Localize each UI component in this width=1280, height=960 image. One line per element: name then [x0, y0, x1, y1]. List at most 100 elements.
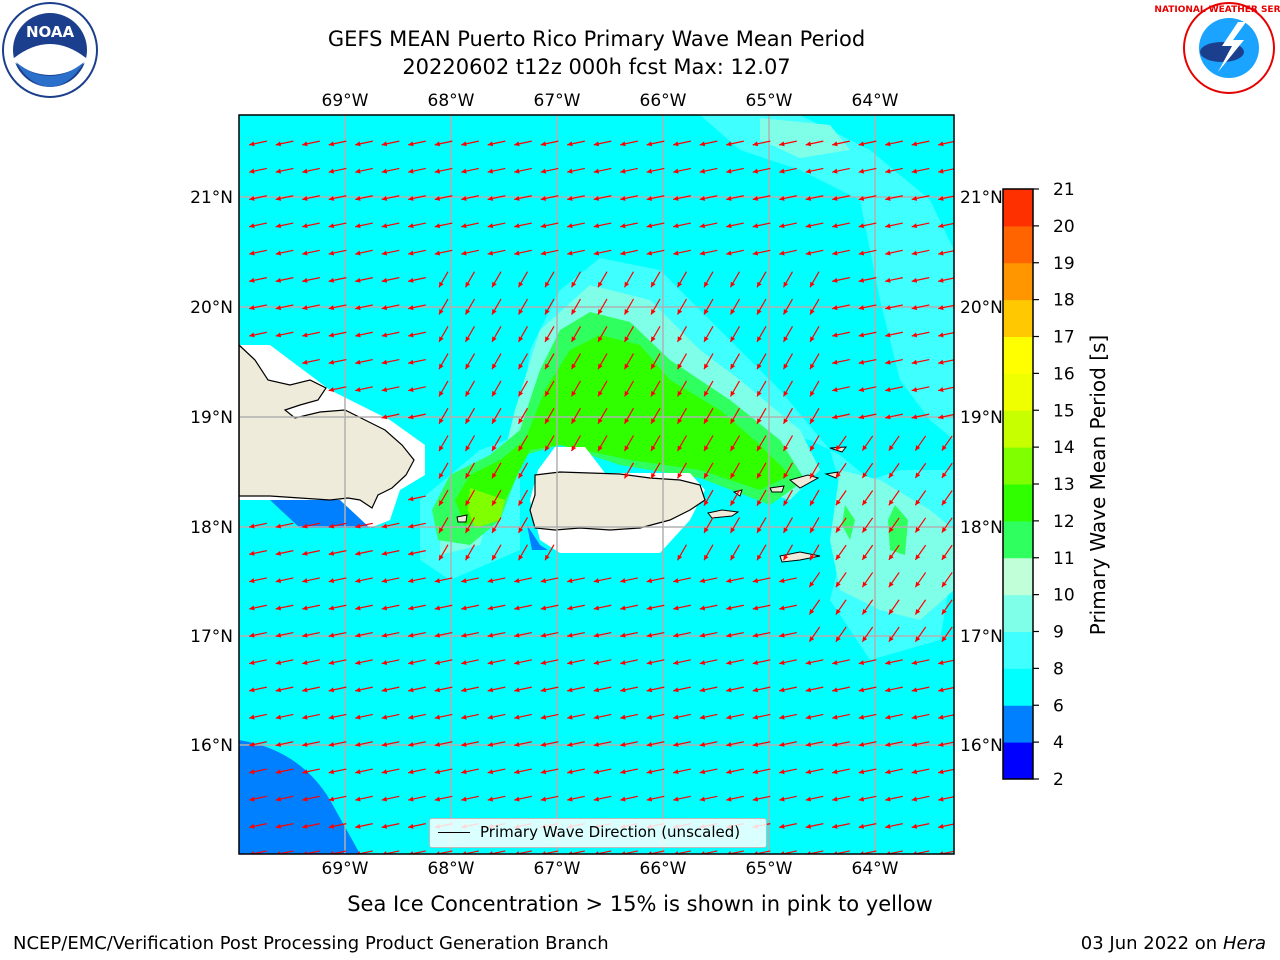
wave-arrow-head [465, 281, 471, 288]
wave-arrow-head [832, 168, 838, 174]
wave-arrow-head [858, 250, 865, 256]
wave-arrow-head [328, 550, 335, 556]
wave-arrow-head [704, 418, 709, 424]
wave-arrow-head [885, 359, 891, 365]
wave-arrow-head [805, 250, 812, 256]
wave-arrow-head [434, 769, 441, 775]
wave-arrow-head [465, 363, 471, 370]
wave-arrow-head [832, 387, 838, 392]
wave-arrow-head [730, 390, 736, 397]
wave-arrow-head [673, 578, 679, 584]
wave-arrow-head [434, 578, 441, 584]
wave-arrow-head [810, 336, 815, 342]
wave-arrow-head [620, 796, 626, 802]
wave-arrow-head [624, 418, 630, 424]
wave-arrow-head [911, 687, 918, 693]
lat-tick-right: 16°N [960, 736, 1003, 756]
wave-arrow-head [911, 195, 918, 201]
wave-arrow-head [593, 632, 600, 638]
wave-arrow-head [911, 141, 918, 147]
wave-arrow-head [249, 578, 255, 584]
wave-arrow-head [862, 499, 868, 506]
wave-arrow [540, 850, 559, 854]
wave-arrow-head [249, 141, 255, 147]
wave-arrow-head [492, 472, 497, 479]
wave-arrow-head [593, 168, 600, 174]
wave-arrow-head [381, 605, 388, 611]
wave-arrow-head [646, 687, 653, 693]
wave-arrow-head [624, 445, 630, 452]
wave-arrow-head [704, 554, 709, 561]
wave-arrow-head [858, 305, 865, 311]
wave-arrow-head [355, 714, 361, 720]
wave-arrow-head [567, 250, 573, 256]
wave-arrow-head [862, 472, 868, 478]
wave-arrow-head [465, 336, 471, 342]
lat-tick-left: 17°N [190, 627, 233, 647]
wave-arrow-head [752, 223, 759, 229]
lat-tick-left: 21°N [190, 188, 233, 208]
lat-tick-left: 18°N [190, 518, 233, 538]
wave-arrow-head [779, 823, 785, 829]
wave-arrow-head [567, 741, 573, 747]
wave-arrow-head [885, 769, 891, 775]
wave-arrow-head [938, 414, 944, 420]
wave-arrow-head [492, 363, 497, 370]
land-shapes [239, 344, 848, 563]
wave-arrow-head [651, 472, 656, 479]
wave-arrow [328, 850, 347, 854]
wave-arrow-head [567, 223, 573, 229]
wave-arrow-head [779, 168, 785, 174]
colorbar-segment [1003, 373, 1033, 411]
wave-arrow-head [487, 660, 494, 665]
wave-arrow-head [249, 332, 255, 338]
wave-arrow-head [677, 390, 683, 397]
wave-arrow-head [779, 195, 785, 201]
wave-arrow-head [805, 741, 812, 747]
wave-arrow-head [620, 741, 626, 747]
wave-arrow-head [439, 500, 444, 506]
lon-tick-bottom: 68°W [428, 859, 475, 879]
wave-arrow-head [328, 168, 335, 174]
wave-arrow-head [726, 741, 732, 747]
wave-arrow-head [439, 554, 444, 561]
colorbar: 2 4 6 8 9 10 11 12 13 14 15 16 17 18 19 20 21 [1002, 180, 1075, 790]
wave-arrow-head [408, 632, 414, 638]
wave-arrow-head [624, 336, 630, 342]
wave-arrow-head [249, 550, 255, 556]
wave-arrow-head [862, 636, 868, 642]
wave-arrow-head [651, 336, 656, 342]
wave-arrow-head [487, 578, 494, 584]
nws-logo: NATIONAL WEATHER SERVICE [1154, 2, 1280, 94]
wave-arrow-head [938, 387, 944, 392]
nws-logo-text: NATIONAL WEATHER SERVICE [1154, 5, 1280, 15]
wave-arrow-head [487, 250, 494, 256]
wave-arrow-head [726, 769, 732, 775]
wave-arrow-head [275, 605, 282, 611]
wave-arrow-head [328, 741, 335, 747]
wave-arrow-head [915, 527, 921, 533]
wave-arrow-head [302, 223, 308, 229]
wave-arrow-head [302, 359, 308, 365]
wave-arrow-head [567, 195, 573, 201]
wave-arrow-head [862, 445, 868, 451]
wave-arrow-head [492, 418, 497, 424]
wave-arrow-head [540, 796, 547, 802]
wave-arrow-head [646, 168, 653, 174]
wave-arrow-head [646, 660, 653, 665]
wave-arrow-head [677, 281, 683, 288]
wave-arrow-head [381, 823, 388, 829]
wave-arrow-head [355, 796, 361, 802]
wave-arrow-head [915, 499, 921, 506]
wave-arrow-head [835, 554, 841, 560]
wave-arrow-head [567, 578, 573, 584]
wave-arrow-head [673, 660, 679, 665]
wave-arrow-head [624, 309, 630, 315]
wave-arrow-head [302, 195, 308, 201]
wave-arrow-head [514, 195, 520, 201]
wave-arrow-head [355, 578, 361, 584]
wave-arrow-head [249, 632, 255, 638]
wave-arrow-head [805, 195, 812, 201]
wave-arrow-head [730, 309, 736, 315]
wave-arrow-head [381, 195, 388, 201]
